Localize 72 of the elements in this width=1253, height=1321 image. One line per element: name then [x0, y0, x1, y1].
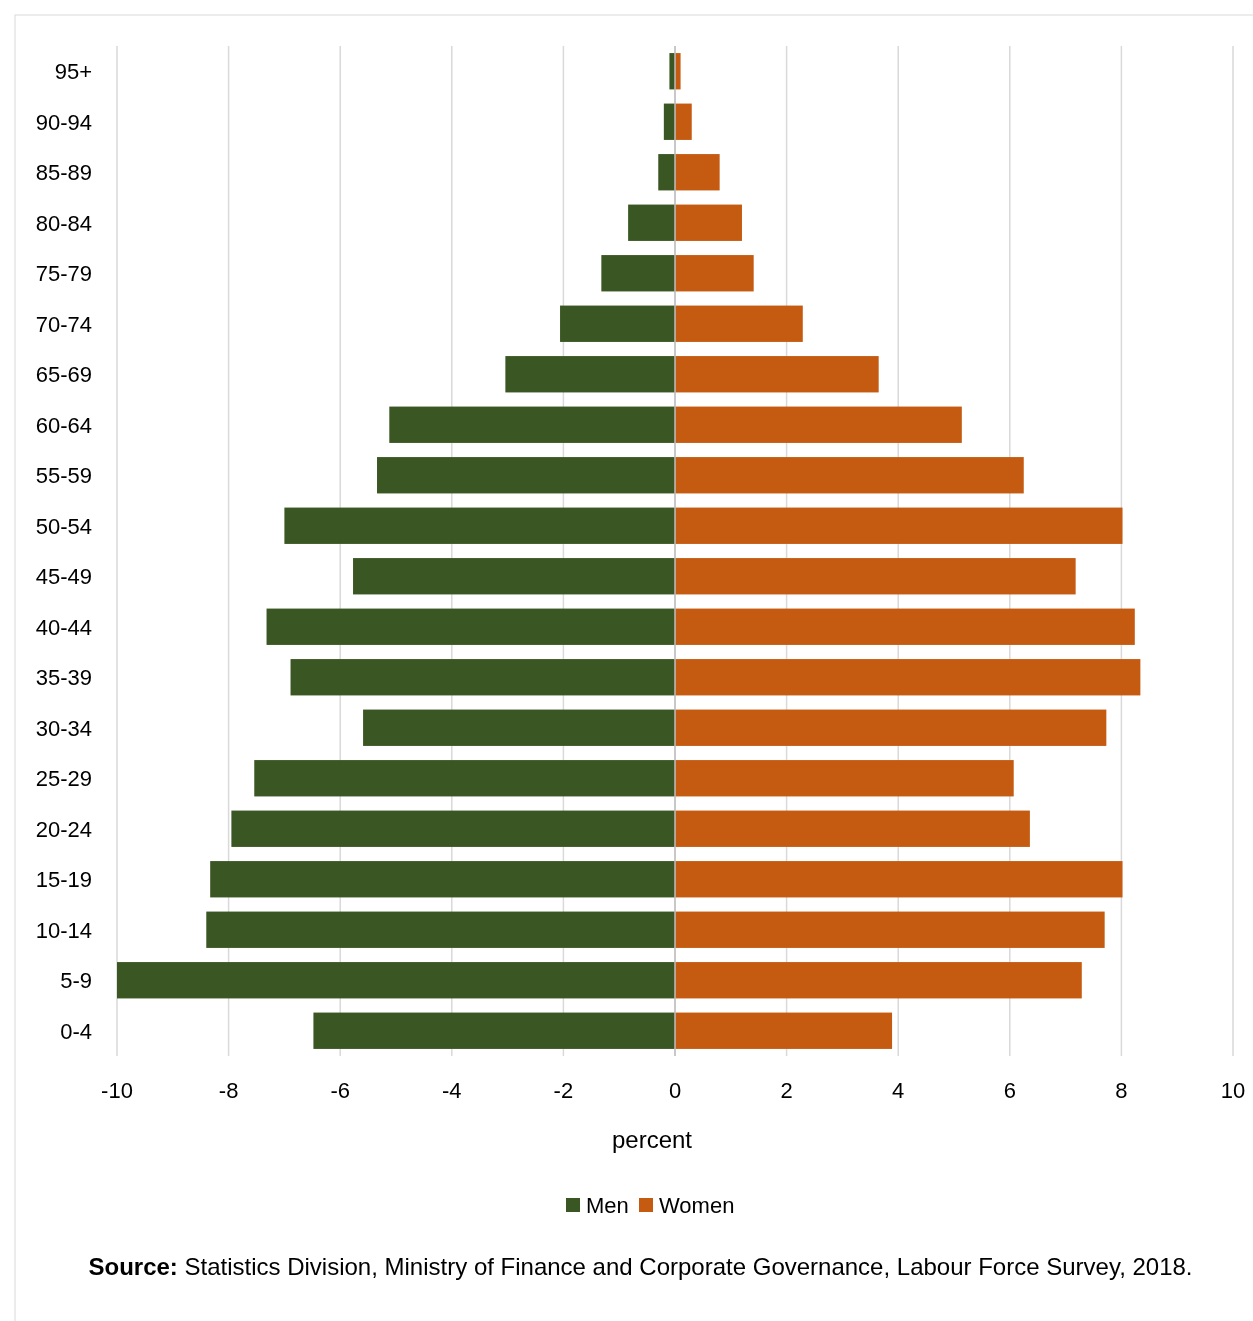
x-tick-label: -2 [553, 1078, 574, 1103]
legend-label: Men [586, 1193, 629, 1218]
x-tick-label: -4 [442, 1078, 462, 1103]
y-tick-label: 5-9 [60, 968, 92, 994]
bar [313, 1012, 675, 1049]
bar [675, 760, 1014, 797]
y-tick-label: 75-79 [35, 261, 92, 287]
bar [117, 962, 675, 999]
x-tick-label: -6 [330, 1078, 350, 1103]
bar [675, 962, 1082, 999]
y-tick-label: 35-39 [35, 665, 92, 691]
bar [675, 255, 754, 292]
bar [675, 810, 1030, 847]
x-tick-label: -8 [218, 1078, 239, 1103]
y-tick-label: 40-44 [35, 614, 92, 640]
y-tick-label: 15-19 [35, 867, 92, 893]
y-tick-label: 55-59 [35, 463, 92, 489]
bar [206, 911, 675, 948]
bar [675, 457, 1024, 494]
bar [231, 810, 675, 847]
y-tick-label: 70-74 [35, 311, 92, 337]
bar [675, 154, 720, 191]
bar [675, 1012, 893, 1049]
bar [675, 356, 879, 393]
y-tick-label: 30-34 [35, 715, 92, 741]
y-tick-label: 45-49 [35, 564, 92, 590]
y-tick-label: 20-24 [35, 816, 92, 842]
bar [675, 608, 1135, 645]
bar [290, 659, 675, 696]
bar [389, 406, 675, 443]
y-tick-label: 95+ [54, 59, 92, 85]
y-tick-label: 85-89 [35, 160, 92, 186]
bar [675, 406, 962, 443]
bar [658, 154, 675, 191]
bar [560, 305, 675, 342]
bar [210, 861, 675, 898]
bar [675, 659, 1141, 696]
x-tick-label: -10 [101, 1078, 133, 1103]
y-tick-label: 60-64 [35, 412, 92, 438]
y-tick-label: 0-4 [60, 1018, 92, 1044]
bar [284, 507, 675, 544]
x-tick-label: 6 [1003, 1078, 1016, 1103]
bar [675, 305, 803, 342]
bar [363, 709, 675, 746]
y-tick-label: 90-94 [35, 109, 92, 135]
bar [675, 103, 692, 140]
x-tick-label: 4 [892, 1078, 905, 1103]
source-note: Source: Statistics Division, Ministry of Finance and Corporate Governance, Labour Force Survey, 2018. [88, 1253, 1193, 1280]
bar [266, 608, 675, 645]
bar [353, 558, 675, 595]
bar [675, 558, 1076, 595]
y-tick-label: 10-14 [35, 917, 92, 943]
y-tick-label: 80-84 [35, 210, 92, 236]
bar [675, 709, 1107, 746]
bar [601, 255, 675, 292]
y-tick-label: 65-69 [35, 362, 92, 388]
bar [377, 457, 675, 494]
bar [675, 861, 1123, 898]
y-tick-label: 25-29 [35, 766, 92, 792]
bar [628, 204, 675, 241]
bar [675, 507, 1123, 544]
bar [675, 204, 742, 241]
bar [675, 911, 1105, 948]
legend-label: Women [659, 1193, 735, 1218]
bar [254, 760, 675, 797]
x-axis-title: percent [611, 1126, 693, 1153]
bar [505, 356, 675, 393]
x-tick-label: 2 [780, 1078, 793, 1103]
x-tick-label: 10 [1220, 1078, 1246, 1103]
x-tick-label: 0 [668, 1078, 682, 1103]
y-tick-label: 50-54 [35, 513, 92, 539]
x-tick-label: 8 [1115, 1078, 1128, 1103]
